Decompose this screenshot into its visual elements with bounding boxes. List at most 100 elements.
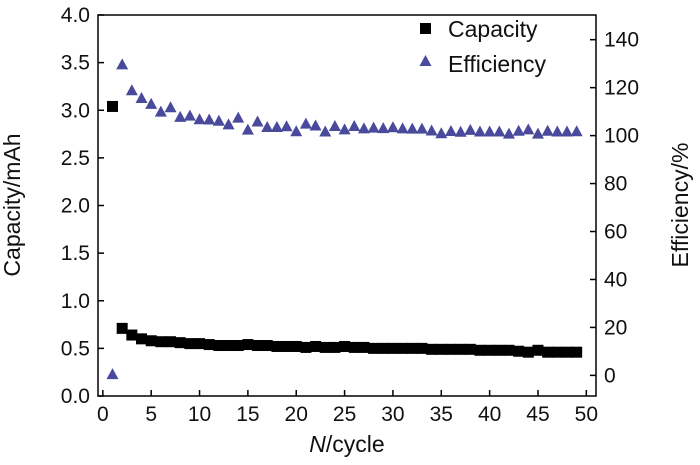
y2-tick-label: 140 [604, 29, 639, 52]
efficiency-point [164, 101, 177, 113]
y-tick-label: 0.0 [61, 385, 90, 408]
capacity-point [300, 341, 312, 353]
capacity-point [155, 336, 167, 348]
y-tick-label: 3.5 [61, 52, 90, 75]
capacity-point [107, 100, 119, 112]
efficiency-point [145, 97, 158, 109]
efficiency-point [261, 120, 274, 132]
efficiency-point [106, 368, 119, 380]
y-tick-label: 3.0 [61, 99, 90, 122]
legend: Capacity Efficiency [419, 16, 547, 77]
capacity-point [426, 343, 438, 355]
efficiency-series [106, 58, 583, 380]
efficiency-point [541, 124, 554, 136]
efficiency-point [396, 122, 409, 134]
capacity-point [242, 339, 254, 351]
capacity-point [184, 338, 196, 350]
efficiency-point [493, 125, 506, 137]
capacity-point [368, 342, 380, 354]
capacity-point [532, 344, 544, 356]
efficiency-point [415, 122, 428, 134]
y-tick-label: 2.0 [61, 195, 90, 218]
y-axis-right-title: Efficiency/% [667, 143, 693, 268]
y-axis-left-title: Capacity/mAh [0, 133, 25, 276]
capacity-point [319, 341, 331, 353]
efficiency-point [357, 122, 370, 134]
x-tick-label: 5 [145, 403, 157, 426]
x-tick-label: 35 [430, 403, 453, 426]
legend-capacity-label: Capacity [448, 16, 538, 42]
x-tick-label: 10 [188, 403, 211, 426]
efficiency-point [290, 125, 303, 137]
x-tick-label: 20 [285, 403, 308, 426]
x-axis-title: N/cycle [309, 431, 384, 457]
x-tick-label: 45 [526, 403, 549, 426]
y2-tick-label: 100 [604, 125, 639, 148]
efficiency-point [348, 119, 361, 131]
y2-tick-label: 120 [604, 77, 639, 100]
efficiency-point [435, 127, 448, 139]
capacity-point [397, 342, 409, 354]
efficiency-point [502, 127, 515, 139]
efficiency-point [309, 119, 322, 131]
legend-capacity-marker [420, 23, 431, 34]
capacity-point [348, 341, 360, 353]
y-tick-label: 1.5 [61, 242, 90, 265]
x-tick-label: 15 [236, 403, 259, 426]
capacity-point [126, 329, 138, 341]
capacity-point [561, 346, 573, 358]
x-tick-label: 30 [381, 403, 404, 426]
efficiency-point [299, 117, 312, 129]
y2-tick-label: 60 [604, 221, 627, 244]
efficiency-point [328, 119, 341, 131]
y-tick-label: 1.0 [61, 290, 90, 313]
capacity-point [464, 343, 476, 355]
capacity-point [522, 346, 534, 358]
capacity-point [145, 335, 157, 347]
capacity-point [281, 340, 293, 352]
efficiency-point [522, 123, 535, 135]
legend-efficiency-label: Efficiency [448, 51, 547, 77]
capacity-point [416, 342, 428, 354]
efficiency-point [386, 121, 399, 133]
efficiency-point [203, 113, 216, 125]
efficiency-point [222, 118, 235, 130]
efficiency-point [154, 105, 167, 117]
efficiency-point [116, 58, 129, 70]
efficiency-point [473, 125, 486, 137]
y-tick-label: 2.5 [61, 147, 90, 170]
capacity-point [445, 343, 457, 355]
capacity-point [551, 346, 563, 358]
y-axis-right: 0 20 40 60 80 100 120 140 [590, 29, 639, 387]
capacity-point [455, 343, 467, 355]
capacity-point [252, 340, 264, 352]
capacity-point [194, 338, 206, 350]
efficiency-point [319, 125, 332, 137]
capacity-point [290, 340, 302, 352]
capacity-point [474, 344, 486, 356]
capacity-point [339, 340, 351, 352]
capacity-point [165, 336, 177, 348]
y-axis-left: 0.0 0.5 1.0 1.5 2.0 2.5 3.0 3.5 4.0 [61, 4, 104, 408]
y2-tick-label: 80 [604, 173, 627, 196]
efficiency-point [464, 123, 477, 135]
efficiency-point [338, 123, 351, 135]
capacity-point [223, 340, 235, 352]
efficiency-point [174, 110, 187, 122]
capacity-point [310, 340, 322, 352]
efficiency-point [232, 111, 245, 123]
x-tick-label: 50 [575, 403, 598, 426]
efficiency-point [377, 122, 390, 134]
capacity-series [107, 100, 583, 358]
efficiency-point [280, 120, 293, 132]
capacity-point [203, 339, 215, 351]
efficiency-point [183, 109, 196, 121]
legend-efficiency-marker [419, 55, 432, 66]
efficiency-point [454, 125, 467, 137]
x-tick-label: 40 [478, 403, 501, 426]
efficiency-point [270, 120, 283, 132]
y2-tick-label: 20 [604, 316, 627, 339]
efficiency-point [512, 124, 525, 136]
efficiency-point [444, 125, 457, 137]
y2-tick-label: 0 [604, 364, 616, 387]
